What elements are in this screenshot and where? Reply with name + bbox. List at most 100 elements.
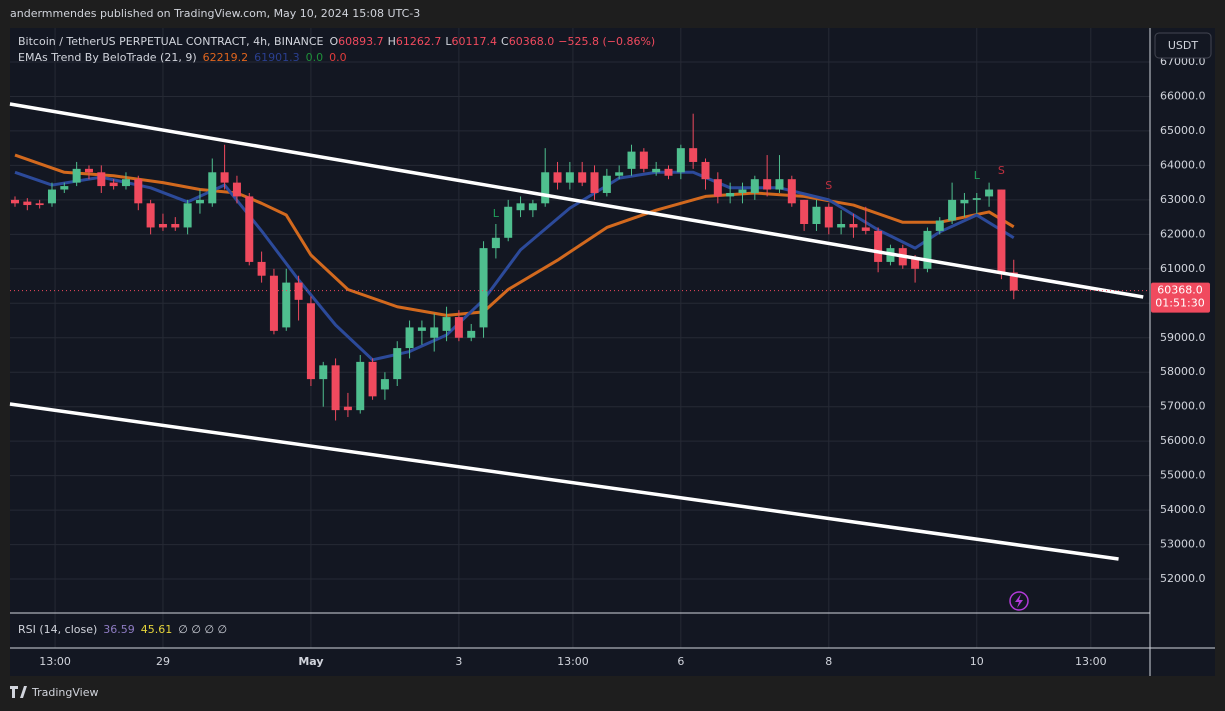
candle-body <box>245 196 254 262</box>
candle-body <box>257 261 266 276</box>
candle-body <box>47 189 56 204</box>
ohlc-value: 60368.0 <box>509 35 555 48</box>
candle-body <box>306 303 315 380</box>
candle-body <box>701 161 710 180</box>
x-tick-label: 10 <box>970 655 984 668</box>
candle-body <box>602 175 611 193</box>
y-tick-label: 52000.0 <box>1160 572 1206 585</box>
candle-body <box>294 282 303 300</box>
alert-icon[interactable] <box>1009 591 1029 611</box>
candle-body <box>652 168 661 173</box>
candle-body <box>849 223 858 228</box>
candle-body <box>800 199 809 224</box>
price-tag-countdown: 01:51:30 <box>1155 297 1204 310</box>
candle-body <box>911 258 920 269</box>
candle-body <box>664 168 673 176</box>
candle-body <box>775 179 784 190</box>
indicator-name: EMAs Trend By BeloTrade (21, 9) 62219.2 61… <box>18 51 347 64</box>
logo-mark <box>10 686 27 698</box>
signal-label: S <box>998 164 1005 177</box>
x-tick-label: 13:00 <box>39 655 71 668</box>
rsi-value: 36.59 <box>103 623 135 636</box>
candle-body <box>171 223 180 228</box>
ohlc-key: L <box>445 35 452 48</box>
candle-body <box>35 203 44 206</box>
candle-body <box>23 201 32 206</box>
x-tick-label: 8 <box>825 655 832 668</box>
x-tick-label: 13:00 <box>1075 655 1107 668</box>
x-tick-label: 29 <box>156 655 170 668</box>
currency[interactable]: USDT <box>1168 39 1199 52</box>
candle-body <box>60 186 69 190</box>
candle-body <box>615 172 624 176</box>
candle-body <box>738 189 747 193</box>
candle-body <box>516 203 525 211</box>
candle-body <box>319 365 328 380</box>
ohlc-key: O <box>329 35 338 48</box>
currency-button[interactable] <box>1154 32 1212 59</box>
y-tick-label: 59000.0 <box>1160 331 1206 344</box>
candle-body <box>343 406 352 411</box>
legend: Bitcoin / TetherUS PERPETUAL CONTRACT, 4… <box>18 35 655 64</box>
candle-body <box>639 151 648 169</box>
candle-body <box>726 192 735 197</box>
y-tick-label: 64000.0 <box>1160 158 1206 171</box>
y-tick-label: 58000.0 <box>1160 365 1206 378</box>
brand: TradingView <box>31 686 98 699</box>
ohlc-value: 60893.7 <box>338 35 384 48</box>
candle-body <box>689 148 698 162</box>
candle-body <box>134 179 143 204</box>
alert-bolt <box>1015 594 1023 608</box>
indicator-value: 0.0 <box>306 51 324 64</box>
candle-body <box>565 172 574 183</box>
candle-body <box>269 275 278 331</box>
candle-body <box>380 379 389 390</box>
symbol: Bitcoin / TetherUS PERPETUAL CONTRACT, 4… <box>18 35 655 48</box>
candle-body <box>158 223 167 228</box>
y-tick-label: 53000.0 <box>1160 538 1206 551</box>
candle-body <box>430 327 439 338</box>
candle-body <box>578 172 587 183</box>
candle-body <box>479 248 488 328</box>
trendline <box>9 102 1144 299</box>
candle-body <box>948 199 957 221</box>
candle-body <box>208 172 217 204</box>
plot: L S L S <box>9 102 1150 561</box>
y-tick-label: 63000.0 <box>1160 193 1206 206</box>
candle-body <box>935 220 944 231</box>
candle-body <box>72 168 81 183</box>
candle-body <box>368 361 377 397</box>
chart-panel <box>10 28 1215 676</box>
y-tick-label: 56000.0 <box>1160 434 1206 447</box>
candle-body <box>442 317 451 331</box>
y-tick-label: 61000.0 <box>1160 262 1206 275</box>
candle-body <box>121 179 130 187</box>
candle-body <box>84 168 93 173</box>
indicator-value: 0.0 <box>329 51 347 64</box>
candle-body <box>97 172 106 187</box>
candle-body <box>356 361 365 411</box>
ohlc-value: 60117.4 <box>452 35 498 48</box>
candle-body <box>393 348 402 380</box>
y-tick-label: 65000.0 <box>1160 124 1206 137</box>
candle-body <box>590 172 599 193</box>
axes: 52000.0 53000.0 54000.0 55000.0 56000.0 57000… <box>39 55 1210 668</box>
candle-body <box>467 330 476 338</box>
indicator-value: 61901.3 <box>254 51 300 64</box>
candle-body <box>109 182 118 187</box>
y-tick-label: 66000.0 <box>1160 89 1206 102</box>
publisher: andermmendes published on TradingView.co… <box>10 7 420 20</box>
candle-body <box>541 172 550 204</box>
candle-body <box>10 199 19 204</box>
ohlc-key: C <box>501 35 509 48</box>
candle-body <box>960 199 969 204</box>
candle-body <box>504 206 513 238</box>
signal-label: L <box>974 169 981 182</box>
candle-body <box>837 223 846 228</box>
candle-body <box>183 203 192 228</box>
signal-label: S <box>825 179 832 192</box>
candle-body <box>405 327 414 349</box>
candle-body <box>491 237 500 249</box>
